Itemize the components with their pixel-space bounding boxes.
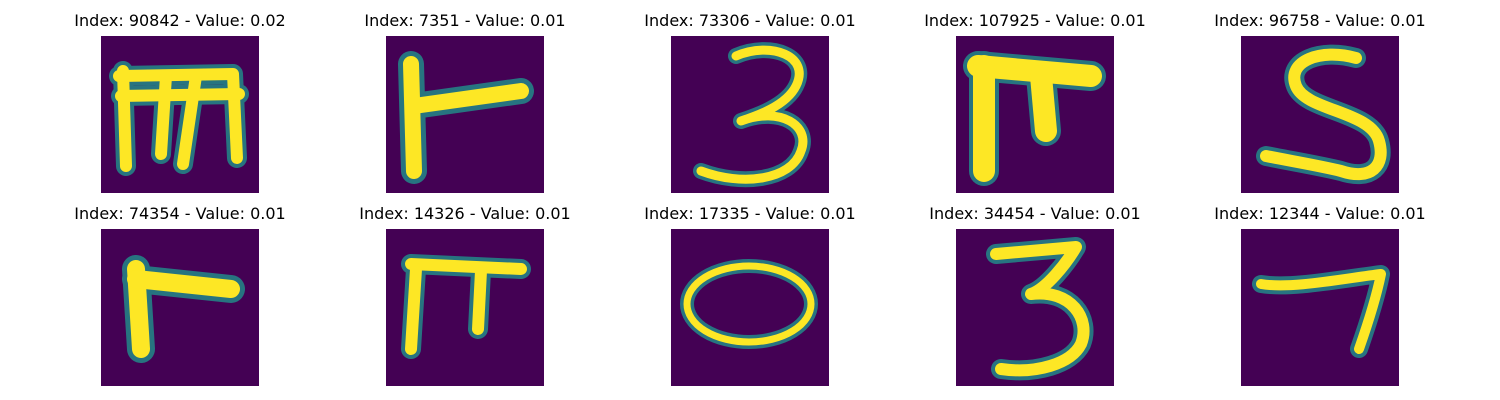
sample-title: Index: 107925 - Value: 0.01 <box>924 11 1146 30</box>
sample-title: Index: 73306 - Value: 0.01 <box>644 11 856 30</box>
handwritten-five-image <box>1241 36 1399 193</box>
handwritten-pi-image <box>956 36 1114 193</box>
sample-cell: Index: 12344 - Value: 0.01 <box>1200 204 1440 394</box>
sample-cell: Index: 17335 - Value: 0.01 <box>630 204 870 394</box>
handwritten-zero-image <box>671 229 829 386</box>
sample-cell: Index: 7351 - Value: 0.01 <box>345 11 585 201</box>
sample-cell: Index: 90842 - Value: 0.02 <box>60 11 300 201</box>
sample-cell: Index: 73306 - Value: 0.01 <box>630 11 870 201</box>
sample-title: Index: 14326 - Value: 0.01 <box>359 204 571 223</box>
sample-cell: Index: 107925 - Value: 0.01 <box>915 11 1155 201</box>
sample-title: Index: 96758 - Value: 0.01 <box>1214 11 1426 30</box>
sample-title: Index: 34454 - Value: 0.01 <box>929 204 1141 223</box>
sample-title: Index: 7351 - Value: 0.01 <box>364 11 566 30</box>
handwritten-three-image <box>671 36 829 193</box>
handwritten-seven-image <box>1241 229 1399 386</box>
sample-title: Index: 74354 - Value: 0.01 <box>74 204 286 223</box>
sample-cell: Index: 96758 - Value: 0.01 <box>1200 11 1440 201</box>
handwritten-stick-image <box>386 36 544 193</box>
handwritten-pi-image <box>386 229 544 386</box>
sample-cell: Index: 14326 - Value: 0.01 <box>345 204 585 394</box>
handwritten-r-image <box>101 229 259 386</box>
sample-title: Index: 90842 - Value: 0.02 <box>74 11 286 30</box>
sample-title: Index: 17335 - Value: 0.01 <box>644 204 856 223</box>
handwritten-three-image <box>956 229 1114 386</box>
sample-cell: Index: 34454 - Value: 0.01 <box>915 204 1155 394</box>
sample-cell: Index: 74354 - Value: 0.01 <box>60 204 300 394</box>
sample-title: Index: 12344 - Value: 0.01 <box>1214 204 1426 223</box>
handwritten-m-image <box>101 36 259 193</box>
